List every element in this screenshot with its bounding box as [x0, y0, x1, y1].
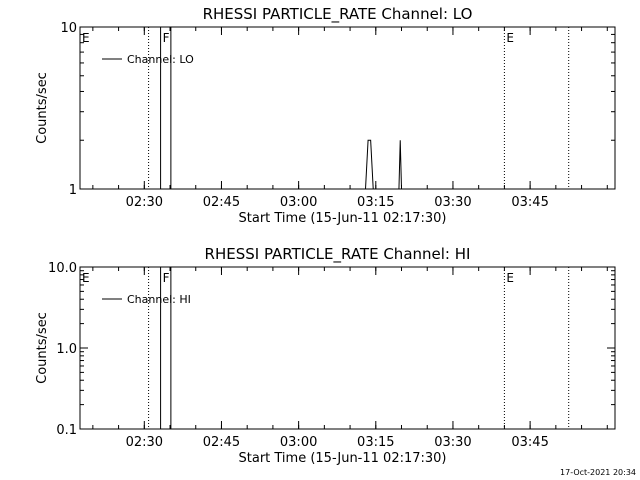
legend-label: Channel: LO: [127, 53, 194, 66]
x-axis-label: Start Time (15-Jun-11 02:17:30): [239, 211, 447, 226]
x-axis-label: Start Time (15-Jun-11 02:17:30): [239, 451, 447, 466]
y-tick-label: 1: [69, 183, 77, 198]
event-marker-label: F: [163, 31, 170, 45]
x-tick-label: 03:00: [280, 435, 317, 450]
y-tick-label: 10: [60, 21, 77, 36]
event-marker-label: E: [82, 271, 90, 285]
legend-label: Channel: HI: [127, 293, 191, 306]
x-tick-label: 03:15: [357, 435, 394, 450]
y-tick-label: 0.1: [56, 423, 77, 438]
x-tick-label: 02:30: [126, 435, 163, 450]
x-tick-label: 02:30: [126, 195, 163, 210]
series-line: [160, 266, 172, 429]
series-line: [160, 26, 403, 190]
event-marker-label: E: [506, 271, 514, 285]
x-tick-label: 03:45: [511, 195, 548, 210]
event-marker-label: E: [82, 31, 90, 45]
timestamp-label: 17-Oct-2021 20:34: [560, 468, 636, 477]
event-marker-label: F: [163, 271, 170, 285]
chart-panel-1: RHESSI PARTICLE_RATE Channel: LO 02:30 02:…: [35, 5, 616, 226]
x-tick-label: 03:15: [357, 195, 394, 210]
y-tick-label: 1.0: [56, 342, 77, 357]
x-tick-label: 03:30: [434, 435, 471, 450]
chart-title: RHESSI PARTICLE_RATE Channel: LO: [203, 5, 473, 24]
y-axis-label: Counts/sec: [35, 312, 50, 384]
x-tick-label: 03:00: [280, 195, 317, 210]
chart-panel-2: RHESSI PARTICLE_RATE Channel: HI 02:30 02:…: [35, 245, 616, 466]
x-tick-label: 02:45: [203, 195, 240, 210]
chart-title: RHESSI PARTICLE_RATE Channel: HI: [205, 245, 471, 264]
y-axis-label: Counts/sec: [35, 72, 50, 144]
x-tick-label: 03:30: [434, 195, 471, 210]
x-tick-label: 02:45: [203, 435, 240, 450]
event-marker-label: E: [506, 31, 514, 45]
x-tick-label: 03:45: [511, 435, 548, 450]
y-tick-label: 10.0: [48, 261, 77, 276]
